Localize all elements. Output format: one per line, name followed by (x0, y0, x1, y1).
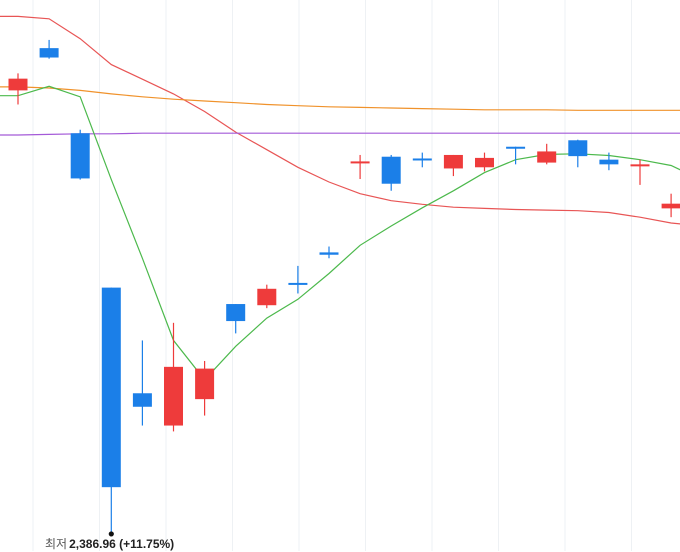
candle-body (288, 282, 308, 285)
low-price-label: 최저 2,386.96 (+11.75%) (45, 535, 174, 552)
low-label-value: 2,386.96 (+11.75%) (69, 537, 175, 551)
candle-body (257, 288, 277, 306)
candle-body (661, 203, 680, 209)
candle-body (381, 156, 401, 184)
candle-body (132, 393, 152, 407)
series-line-1 (0, 86, 680, 111)
candle-body (164, 366, 183, 426)
candle-body (195, 368, 215, 400)
candle-body (506, 146, 526, 149)
series-line-2 (0, 132, 680, 136)
candle-body (70, 133, 90, 179)
low-label-prefix: 최저 (45, 537, 68, 551)
candle-body (350, 161, 370, 164)
candle-body (630, 164, 650, 167)
candle-body (101, 287, 121, 488)
candle-body (319, 252, 339, 255)
candle-body (443, 154, 463, 169)
candle-body (8, 78, 28, 91)
candle-body (226, 304, 246, 322)
candle-body (599, 159, 619, 165)
candle-body (475, 157, 494, 168)
candle-body (537, 151, 557, 163)
low-marker-dot (108, 531, 114, 537)
series-line-0 (0, 15, 680, 227)
candle-body (412, 158, 432, 161)
candle-body (568, 140, 588, 157)
candle-body (39, 48, 59, 58)
